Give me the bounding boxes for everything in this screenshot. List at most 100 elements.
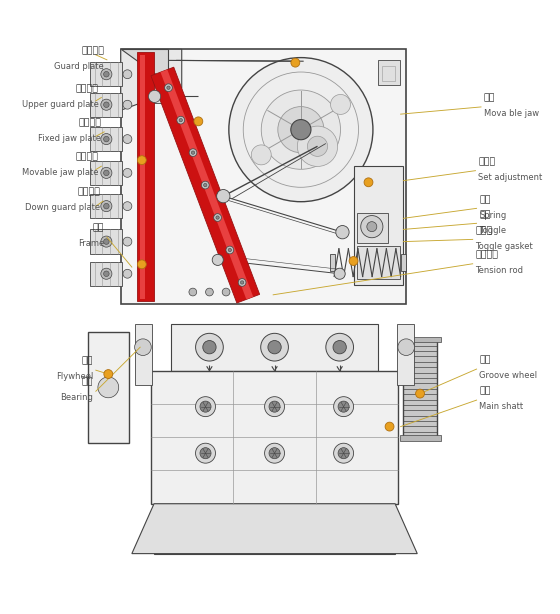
Circle shape bbox=[104, 136, 109, 142]
Polygon shape bbox=[121, 49, 168, 82]
Text: Guard plate: Guard plate bbox=[54, 62, 104, 71]
Text: 飞轮: 飞轮 bbox=[82, 357, 93, 366]
Text: 弹簧: 弹簧 bbox=[479, 195, 491, 204]
Circle shape bbox=[269, 401, 280, 412]
Text: 轴承: 轴承 bbox=[82, 378, 93, 387]
Text: 动颌: 动颌 bbox=[484, 93, 495, 103]
Circle shape bbox=[104, 71, 109, 77]
Circle shape bbox=[334, 268, 345, 279]
Polygon shape bbox=[151, 67, 260, 303]
Bar bbox=[90, 262, 123, 286]
Bar bbox=[397, 324, 414, 384]
Circle shape bbox=[334, 397, 353, 417]
Circle shape bbox=[385, 422, 394, 431]
Circle shape bbox=[398, 339, 414, 356]
Circle shape bbox=[123, 134, 132, 144]
Text: 机架: 机架 bbox=[92, 223, 104, 233]
Circle shape bbox=[98, 377, 119, 398]
Bar bbox=[382, 66, 395, 82]
Bar bbox=[399, 435, 441, 441]
Circle shape bbox=[123, 100, 132, 109]
Text: Toggle gasket: Toggle gasket bbox=[475, 241, 533, 251]
Circle shape bbox=[194, 117, 203, 126]
Text: Down guard plate: Down guard plate bbox=[25, 203, 100, 212]
Circle shape bbox=[222, 288, 230, 296]
Bar bbox=[87, 332, 129, 443]
Circle shape bbox=[264, 397, 284, 417]
Bar bbox=[399, 337, 441, 343]
Bar bbox=[353, 166, 403, 285]
Text: Toggle: Toggle bbox=[479, 225, 506, 235]
Circle shape bbox=[326, 333, 353, 361]
Bar bbox=[90, 161, 123, 185]
Circle shape bbox=[291, 58, 300, 67]
Circle shape bbox=[269, 448, 280, 459]
Circle shape bbox=[167, 86, 170, 90]
Text: 上边护板: 上边护板 bbox=[76, 84, 99, 93]
Polygon shape bbox=[161, 69, 253, 300]
Bar bbox=[137, 52, 154, 301]
Polygon shape bbox=[121, 49, 182, 111]
Circle shape bbox=[238, 279, 246, 286]
Bar bbox=[357, 213, 388, 243]
Circle shape bbox=[137, 260, 146, 269]
Bar bbox=[90, 93, 123, 117]
Circle shape bbox=[212, 254, 223, 265]
Circle shape bbox=[264, 443, 284, 463]
Circle shape bbox=[338, 448, 349, 459]
Text: Tension rod: Tension rod bbox=[475, 266, 524, 275]
Text: Upper guard plate: Upper guard plate bbox=[22, 99, 99, 109]
Bar bbox=[90, 127, 123, 151]
Circle shape bbox=[195, 443, 216, 463]
Text: 下边护板: 下边护板 bbox=[77, 188, 100, 196]
Bar bbox=[140, 55, 144, 298]
Text: 动颌护板: 动颌护板 bbox=[81, 47, 104, 55]
Circle shape bbox=[226, 246, 234, 254]
Text: 动颌拉杆: 动颌拉杆 bbox=[475, 251, 498, 259]
Circle shape bbox=[416, 389, 424, 398]
Circle shape bbox=[204, 184, 207, 187]
Circle shape bbox=[214, 214, 221, 222]
Polygon shape bbox=[132, 503, 417, 554]
Circle shape bbox=[200, 401, 211, 412]
Circle shape bbox=[104, 170, 109, 176]
Bar bbox=[403, 340, 437, 437]
Text: 固定颌板: 固定颌板 bbox=[78, 119, 101, 128]
Circle shape bbox=[123, 237, 132, 246]
Circle shape bbox=[104, 239, 109, 244]
Text: Bearing: Bearing bbox=[60, 394, 93, 402]
Text: Spring: Spring bbox=[479, 211, 507, 220]
Circle shape bbox=[278, 107, 324, 153]
Circle shape bbox=[229, 58, 373, 202]
Circle shape bbox=[101, 201, 112, 212]
Bar bbox=[400, 254, 406, 271]
Circle shape bbox=[189, 149, 197, 157]
Circle shape bbox=[165, 84, 172, 91]
Bar bbox=[154, 503, 395, 554]
Circle shape bbox=[297, 126, 338, 166]
Text: Frame: Frame bbox=[78, 239, 104, 249]
Text: Set adjustment: Set adjustment bbox=[478, 173, 543, 182]
Circle shape bbox=[195, 333, 223, 361]
Circle shape bbox=[307, 136, 328, 157]
Circle shape bbox=[104, 370, 113, 378]
Circle shape bbox=[261, 333, 288, 361]
Circle shape bbox=[336, 225, 349, 239]
Circle shape bbox=[291, 120, 311, 140]
Circle shape bbox=[123, 270, 132, 278]
Circle shape bbox=[228, 248, 231, 252]
Bar bbox=[134, 324, 152, 384]
Circle shape bbox=[364, 178, 373, 187]
Circle shape bbox=[101, 268, 112, 279]
Circle shape bbox=[349, 257, 358, 265]
Circle shape bbox=[333, 341, 346, 354]
Circle shape bbox=[240, 281, 244, 284]
Bar bbox=[90, 62, 123, 87]
Circle shape bbox=[189, 288, 197, 296]
Circle shape bbox=[101, 133, 112, 145]
Bar bbox=[357, 246, 399, 279]
Bar bbox=[151, 371, 398, 503]
Circle shape bbox=[361, 216, 383, 238]
Circle shape bbox=[104, 102, 109, 107]
Circle shape bbox=[338, 401, 349, 412]
